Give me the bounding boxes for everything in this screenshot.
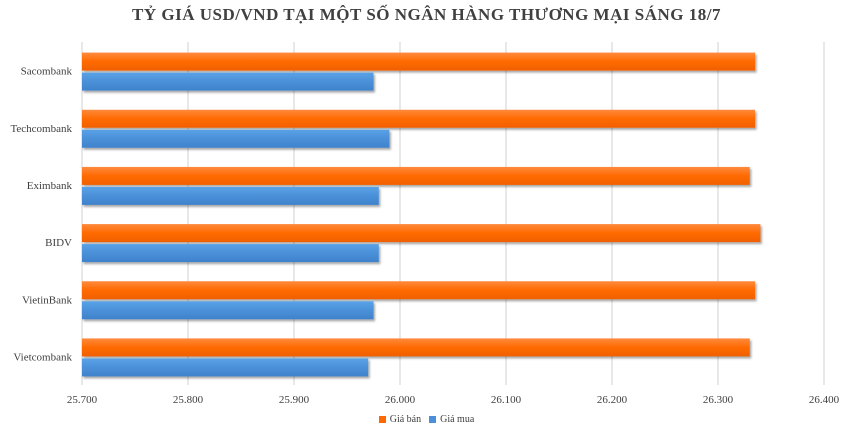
- x-tick-label: 26.100: [491, 394, 522, 406]
- category-label: VietinBank: [22, 294, 73, 306]
- x-tick-label: 26.400: [809, 394, 840, 406]
- category-label: Sacombank: [21, 66, 73, 78]
- bar-gia-ban: [82, 338, 750, 357]
- legend-swatch: [378, 416, 386, 423]
- x-tick-label: 25.700: [67, 394, 98, 406]
- x-tick-label: 26.300: [703, 394, 734, 406]
- bar-gia-mua: [82, 186, 379, 205]
- bar-gia-ban: [82, 109, 756, 128]
- legend-swatch: [429, 416, 437, 423]
- x-tick-label: 25.900: [279, 394, 310, 406]
- bar-gia-mua: [82, 358, 369, 377]
- category-label: Vietcombank: [13, 351, 72, 363]
- category-label: BIDV: [45, 237, 72, 249]
- bar-gia-mua: [82, 129, 390, 148]
- bar-gia-ban: [82, 224, 761, 243]
- category-label: Techcombank: [10, 123, 72, 135]
- bar-gia-ban: [82, 52, 756, 71]
- x-tick-label: 26.200: [597, 394, 628, 406]
- legend-item: Giá bán: [378, 414, 422, 425]
- bar-gia-ban: [82, 166, 750, 185]
- legend: Giá bán Giá mua: [0, 414, 853, 426]
- x-tick-label: 26.000: [385, 394, 416, 406]
- legend-item: Giá mua: [429, 414, 474, 425]
- legend-label: Giá mua: [440, 414, 475, 425]
- category-label: Eximbank: [27, 180, 73, 192]
- chart-title: TỶ GIÁ USD/VND TẠI MỘT SỐ NGÂN HÀNG THƯƠ…: [132, 5, 721, 24]
- bar-gia-mua: [82, 244, 379, 263]
- bar-gia-mua: [82, 72, 374, 91]
- bar-gia-mua: [82, 301, 374, 320]
- bar-gia-ban: [82, 281, 756, 300]
- x-tick-label: 25.800: [173, 394, 204, 406]
- legend-label: Giá bán: [389, 414, 422, 425]
